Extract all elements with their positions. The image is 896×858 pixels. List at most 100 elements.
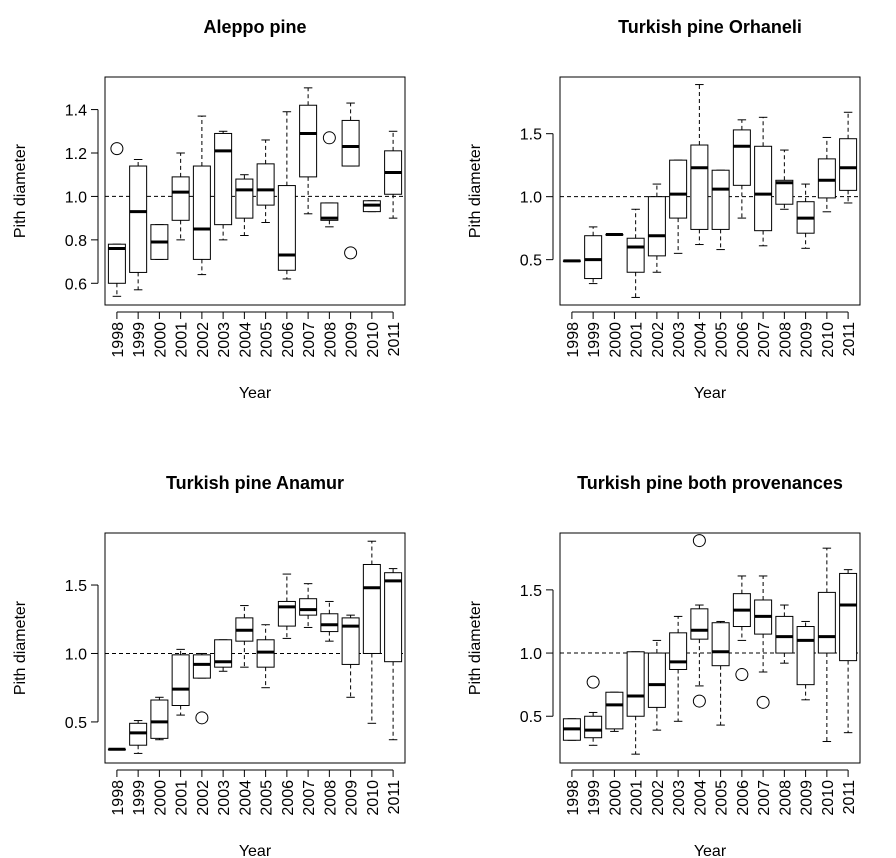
outlier [756, 695, 770, 709]
x-tick-label: 2009 [344, 322, 361, 358]
x-tick-label: 2005 [259, 780, 276, 816]
box [277, 600, 296, 627]
box [362, 563, 381, 654]
x-tick-label: 2010 [365, 322, 382, 358]
box [277, 185, 296, 271]
y-axis-label: Pith diameter [467, 143, 484, 238]
outlier [692, 694, 706, 708]
box [711, 622, 730, 667]
box [192, 165, 211, 260]
box [775, 615, 794, 654]
x-tick-label: 2003 [216, 322, 233, 358]
box [626, 651, 645, 717]
box [796, 626, 815, 686]
plot-frame [559, 76, 861, 306]
box [839, 572, 858, 662]
x-axis-label: Year [239, 843, 272, 858]
plot-frame [104, 532, 406, 764]
box [214, 132, 233, 226]
x-tick-label: 2007 [301, 322, 318, 358]
y-tick-label: 1.2 [65, 146, 87, 163]
box [626, 237, 645, 273]
outlier [322, 131, 336, 145]
box [817, 591, 836, 654]
x-tick-label: 2000 [152, 780, 169, 816]
x-tick-label: 2009 [799, 780, 816, 816]
box [647, 196, 666, 257]
y-tick-label: 0.5 [520, 253, 542, 270]
y-tick-label: 0.5 [65, 715, 87, 732]
y-tick-label: 1.4 [65, 103, 87, 120]
box [235, 178, 254, 219]
box [341, 617, 360, 665]
x-tick-label: 2007 [756, 322, 773, 358]
x-tick-label: 2006 [280, 780, 297, 816]
box [384, 572, 403, 663]
x-tick-label: 2008 [322, 322, 339, 358]
x-tick-label: 2008 [777, 322, 794, 358]
box [107, 243, 126, 284]
box [817, 158, 836, 199]
x-tick-label: 2011 [841, 780, 858, 815]
box [754, 145, 773, 232]
y-axis-label: Pith diameter [467, 600, 484, 695]
box [320, 613, 339, 633]
y-tick-label: 1.5 [520, 583, 542, 600]
x-tick-label: 2004 [692, 780, 709, 816]
x-tick-label: 2011 [386, 780, 403, 815]
x-tick-label: 2005 [259, 322, 276, 358]
x-tick-label: 2001 [174, 780, 191, 816]
outlier [344, 246, 358, 260]
box [690, 608, 709, 640]
x-tick-label: 1998 [110, 322, 127, 358]
y-tick-label: 1.0 [65, 646, 87, 663]
y-tick-label: 1.5 [65, 578, 87, 595]
y-axis-label: Pith diameter [12, 600, 29, 695]
x-tick-label: 2001 [629, 780, 646, 816]
x-tick-label: 2005 [714, 780, 731, 816]
outlier [195, 711, 209, 725]
x-tick-label: 2007 [301, 780, 318, 816]
box [839, 138, 858, 191]
x-tick-label: 2004 [237, 322, 254, 358]
x-tick-label: 2009 [344, 780, 361, 816]
x-tick-label: 2004 [237, 780, 254, 816]
y-tick-label: 1.0 [520, 646, 542, 663]
x-tick-label: 2011 [386, 322, 403, 357]
x-tick-label: 2006 [735, 780, 752, 816]
x-tick-label: 2002 [195, 780, 212, 816]
box [669, 159, 688, 219]
box [647, 652, 666, 708]
box [320, 202, 339, 221]
box [669, 632, 688, 670]
chart-title: Turkish pine both provenances [577, 473, 843, 493]
y-axis-label: Pith diameter [12, 143, 29, 238]
y-tick-label: 0.6 [65, 276, 87, 293]
x-tick-label: 1999 [586, 780, 603, 816]
x-tick-label: 2000 [607, 322, 624, 358]
x-tick-label: 2007 [756, 780, 773, 816]
x-tick-label: 2005 [714, 322, 731, 358]
x-axis-label: Year [239, 385, 272, 402]
x-tick-label: 2003 [216, 780, 233, 816]
x-tick-label: 2003 [671, 780, 688, 816]
x-tick-label: 2002 [195, 322, 212, 358]
x-tick-label: 2000 [607, 780, 624, 816]
box [299, 598, 318, 616]
x-tick-label: 2003 [671, 322, 688, 358]
x-tick-label: 1998 [565, 322, 582, 358]
outlier [735, 668, 749, 682]
x-tick-label: 2010 [820, 780, 837, 816]
box [171, 176, 190, 221]
box [299, 104, 318, 178]
chart-title: Aleppo pine [204, 17, 307, 37]
x-tick-label: 1999 [131, 780, 148, 816]
box [584, 235, 603, 280]
x-tick-label: 1998 [565, 780, 582, 816]
y-tick-label: 0.5 [520, 709, 542, 726]
x-tick-label: 2006 [735, 322, 752, 358]
box [341, 119, 360, 167]
y-tick-label: 0.8 [65, 233, 87, 250]
x-tick-label: 1999 [131, 322, 148, 358]
